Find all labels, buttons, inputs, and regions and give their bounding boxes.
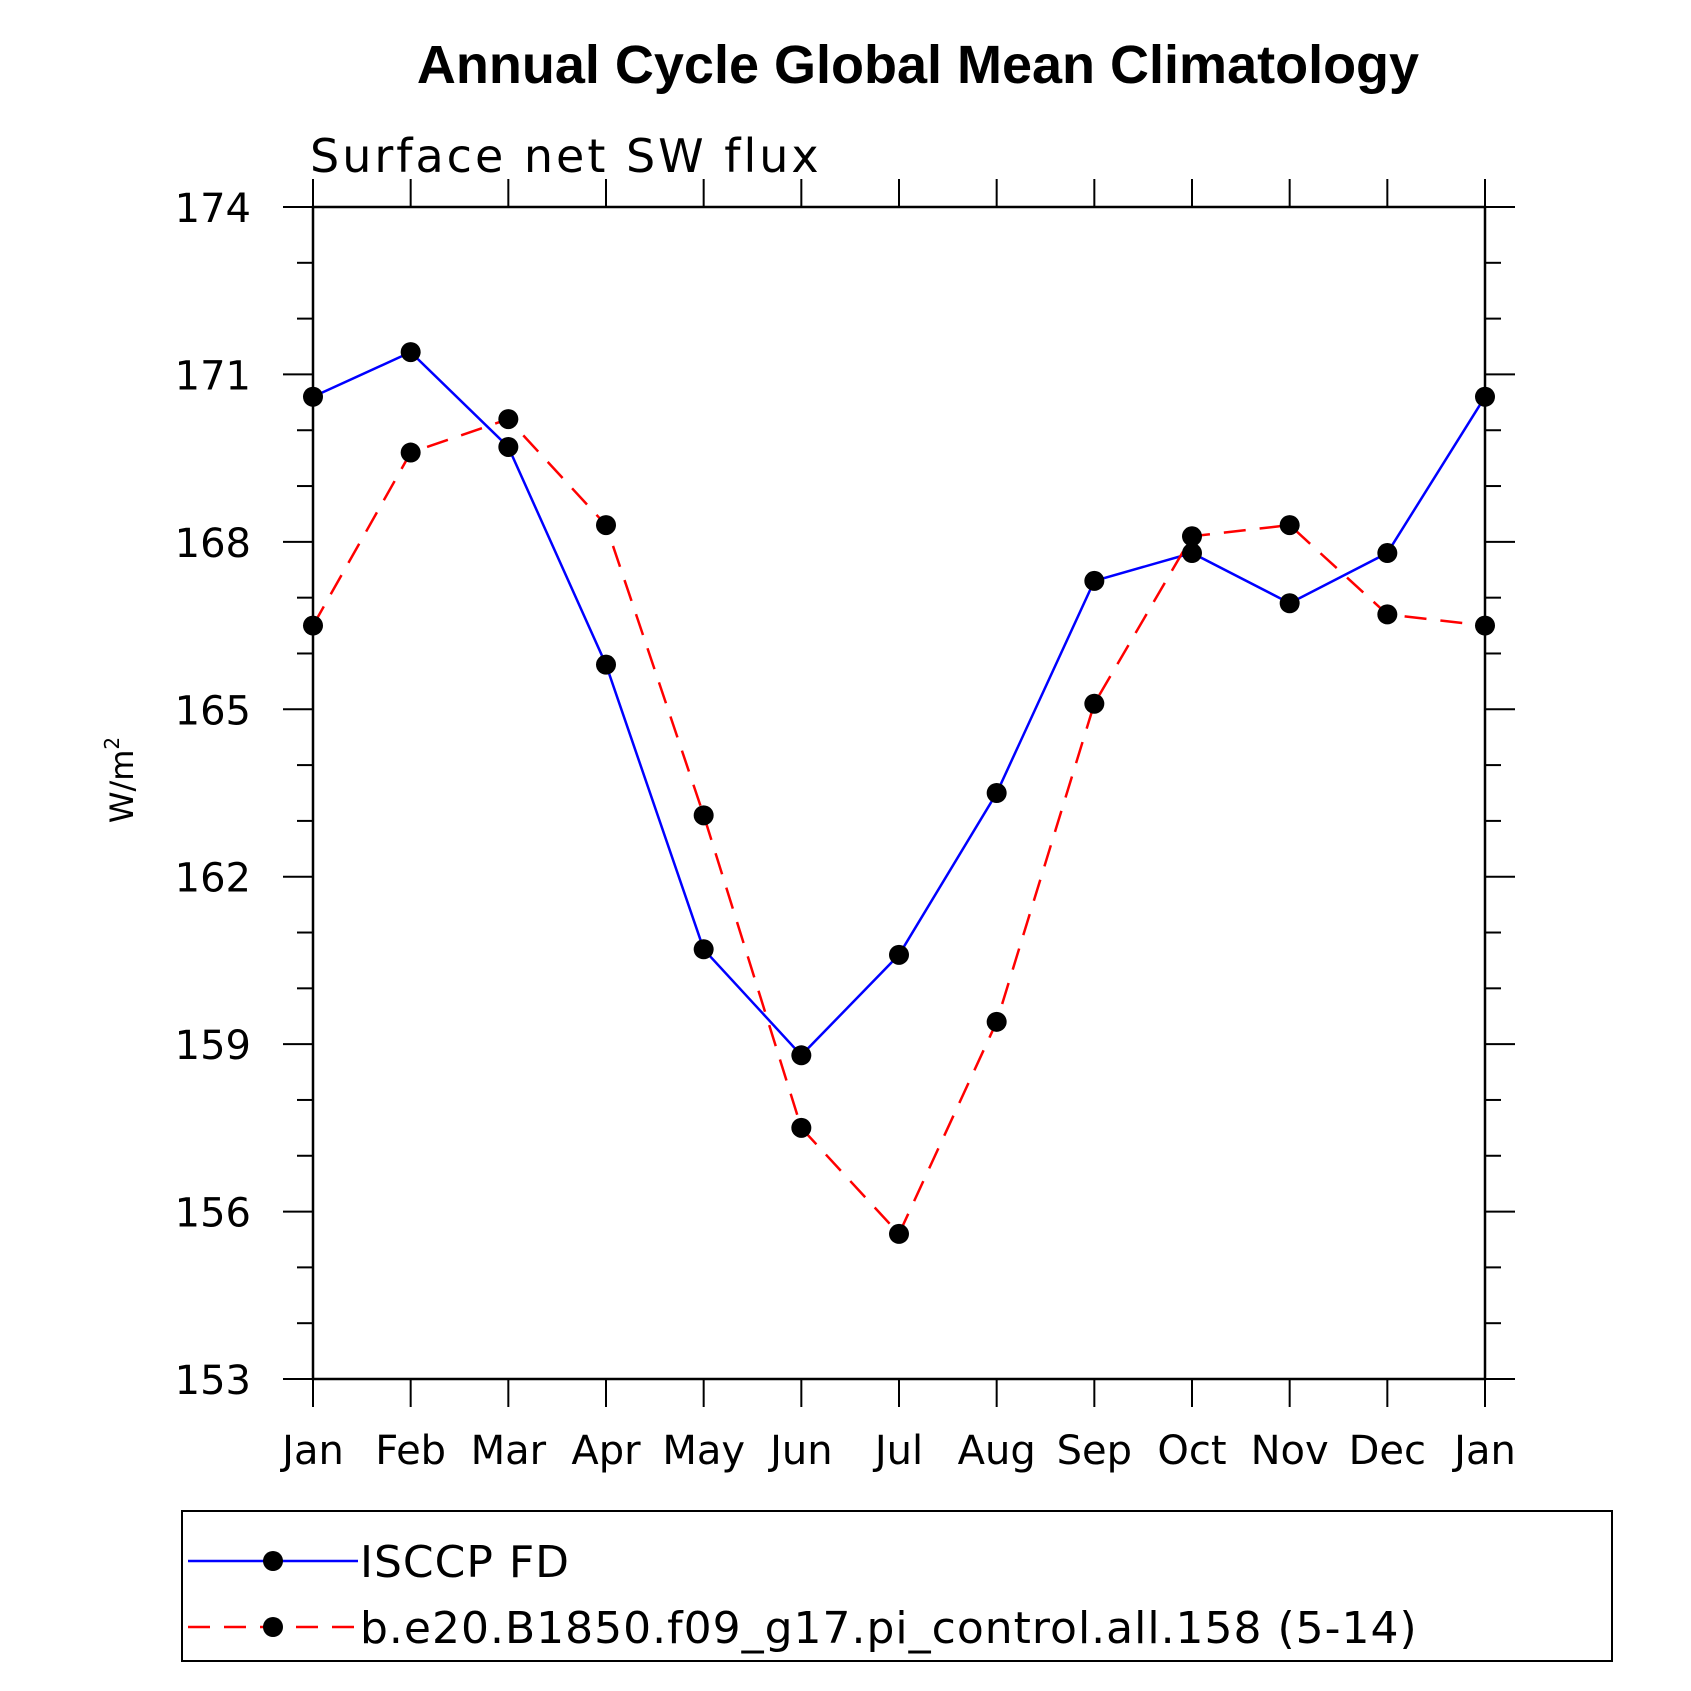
y-axis: 153 156 159 162 165 168 171 174 [175,186,1515,1404]
series-0-point [1475,386,1495,407]
series-0-point [303,386,323,407]
x-tick-label: Nov [1251,1428,1329,1474]
series-1-point [1279,515,1300,536]
x-tick-label: Jul [872,1428,923,1474]
x-tick-label: Sep [1057,1428,1132,1474]
chart-subtitle: Surface net SW flux [310,129,822,183]
series-0-point [889,944,909,965]
x-tick-label: Aug [958,1428,1036,1474]
y-tick-label: 171 [175,353,251,399]
x-tick-label: Jan [279,1428,344,1474]
y-tick-label: 165 [175,688,251,734]
series-1-point [1377,604,1398,625]
series-1-point [986,1011,1007,1032]
series-1-point [400,442,421,463]
x-tick-label: Feb [375,1428,446,1474]
x-tick-label: Apr [571,1428,641,1474]
series-0-point [986,783,1007,803]
series-line-1 [311,417,1486,1237]
legend-label-1: b.e20.B1850.f09_g17.pi_control.all.158 (… [360,1603,1418,1654]
x-tick-label: Oct [1157,1428,1226,1474]
series-1-point [889,1223,909,1244]
legend-box [181,1510,1613,1662]
y-axis-label: W/m2 [100,737,141,823]
series-layer [303,342,1495,1244]
x-tick-label: Dec [1349,1428,1426,1474]
y-axis-label-text: W/m [103,750,141,824]
y-axis-label-superscript: 2 [100,737,124,750]
series-0-point [498,436,519,457]
x-tick-label: Mar [471,1428,547,1474]
series-0-point [1084,570,1105,591]
legend-marker-1 [263,1617,283,1637]
series-0-point [400,342,421,363]
series-0-point [1377,543,1398,564]
series-1-point [693,805,714,826]
y-tick-label: 159 [175,1023,251,1069]
series-1-point [596,515,616,536]
legend: ISCCP FD b.e20.B1850.f09_g17.pi_control.a… [181,1510,1613,1662]
y-tick-label: 168 [175,521,251,567]
series-0-point [1182,543,1202,564]
series-0-point [596,654,616,675]
series-0-point [791,1045,812,1066]
x-tick-label: May [662,1428,745,1474]
legend-marker-0 [263,1551,283,1571]
series-1-point [303,615,323,636]
x-axis: Jan Feb Mar Apr May Jun Jul Aug Sep Oct Nov Dec Jan [279,179,1516,1474]
plot-border [311,205,1487,1381]
x-tick-label: Jan [1451,1428,1516,1474]
y-tick-label: 153 [175,1358,251,1404]
chart-title: Annual Cycle Global Mean Climatology [417,35,1419,95]
series-0-point [1279,593,1300,614]
series-1-point [1182,526,1202,547]
y-tick-label: 162 [175,856,251,902]
y-tick-label: 156 [175,1191,251,1237]
series-1-point [1084,693,1105,714]
y-tick-label: 174 [175,186,251,232]
series-1-point [1475,615,1495,636]
series-1-point [498,409,519,430]
series-1-point [791,1117,812,1138]
x-tick-label: Jun [767,1428,833,1474]
legend-label-0: ISCCP FD [360,1537,570,1588]
plot-frame [311,205,1487,1381]
series-0-point [693,939,714,960]
